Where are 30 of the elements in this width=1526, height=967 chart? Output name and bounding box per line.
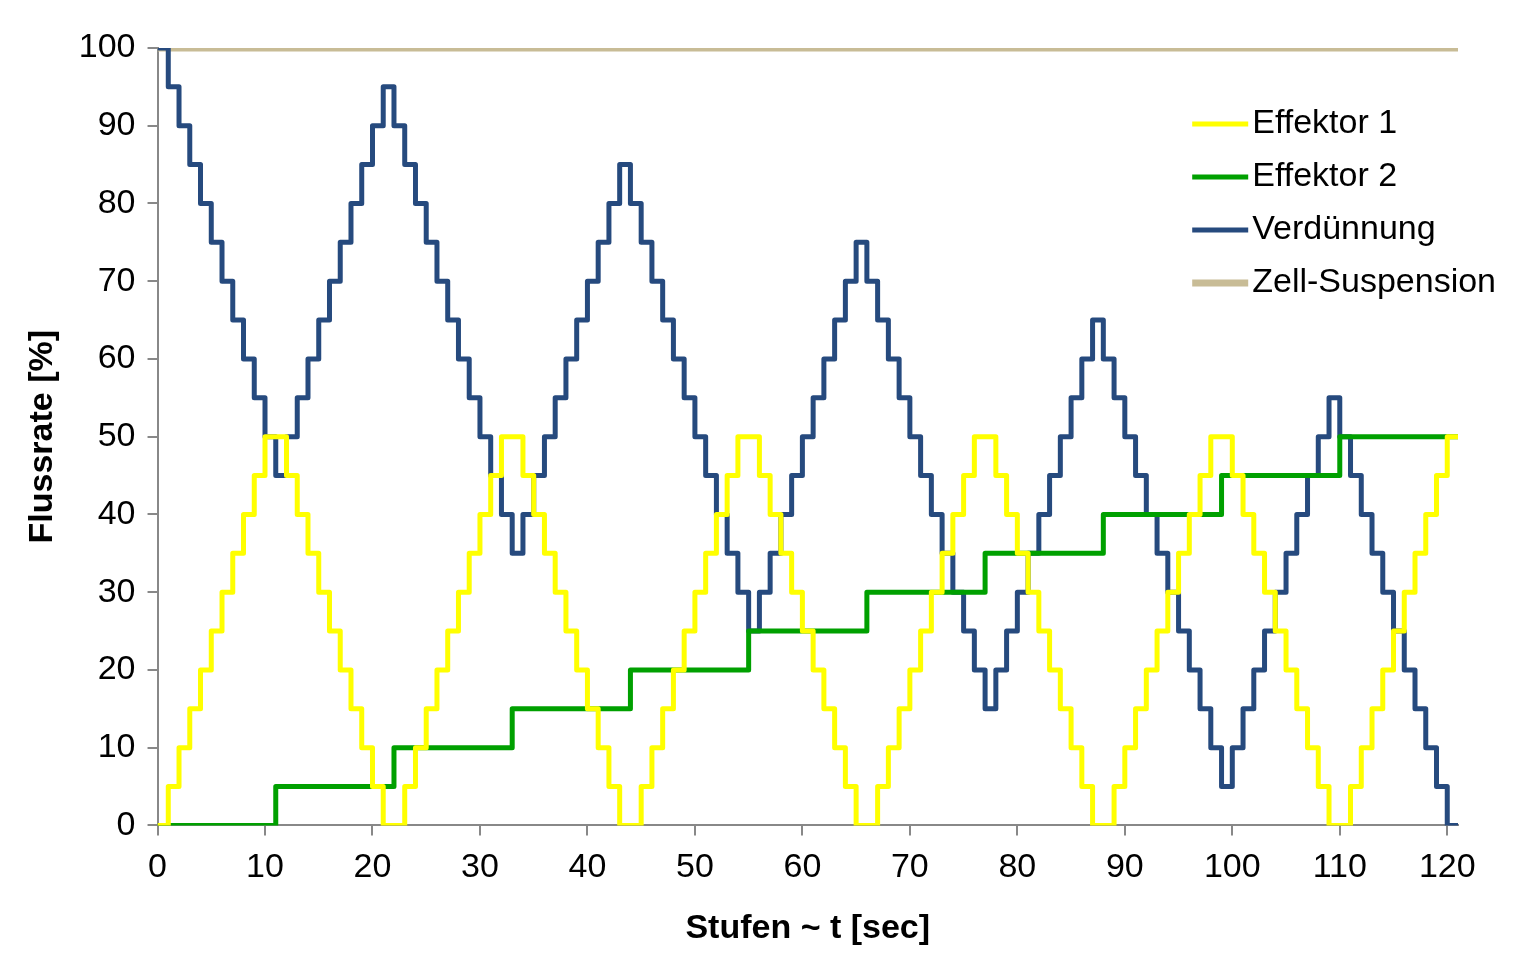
legend-label: Effektor 1 <box>1252 102 1398 141</box>
legend-label: Zell-Suspension <box>1252 261 1496 300</box>
y-axis-title: Flussrate [%] <box>20 329 59 544</box>
y-tick-label: 50 <box>97 415 136 454</box>
x-tick-label: 110 <box>1312 846 1367 885</box>
y-tick-label: 70 <box>97 259 136 298</box>
y-tick-label: 30 <box>97 570 136 609</box>
legend-label: Effektor 2 <box>1252 155 1398 194</box>
y-tick-label: 90 <box>97 104 136 143</box>
y-tick-label: 20 <box>97 648 136 687</box>
x-tick-label: 90 <box>1105 846 1144 885</box>
legend-label: Verdünnung <box>1252 208 1436 247</box>
x-tick-label: 100 <box>1203 846 1261 885</box>
x-tick-label: 20 <box>353 846 392 885</box>
y-tick-label: 40 <box>97 492 136 531</box>
x-tick-label: 70 <box>890 846 929 885</box>
y-tick-label: 60 <box>97 337 136 376</box>
x-tick-label: 120 <box>1418 846 1476 885</box>
x-axis-title: Stufen ~ t [sec] <box>685 906 931 945</box>
y-tick-label: 80 <box>97 181 136 220</box>
y-tick-label: 0 <box>116 803 136 842</box>
x-tick-label: 0 <box>148 846 167 885</box>
x-tick-label: 80 <box>998 846 1037 885</box>
x-tick-label: 40 <box>568 846 607 885</box>
x-tick-label: 10 <box>246 846 284 885</box>
y-tick-label: 10 <box>97 726 136 765</box>
x-tick-label: 50 <box>676 846 714 885</box>
x-tick-label: 30 <box>461 846 499 885</box>
y-tick-label: 100 <box>78 26 136 65</box>
x-tick-label: 60 <box>783 846 822 885</box>
